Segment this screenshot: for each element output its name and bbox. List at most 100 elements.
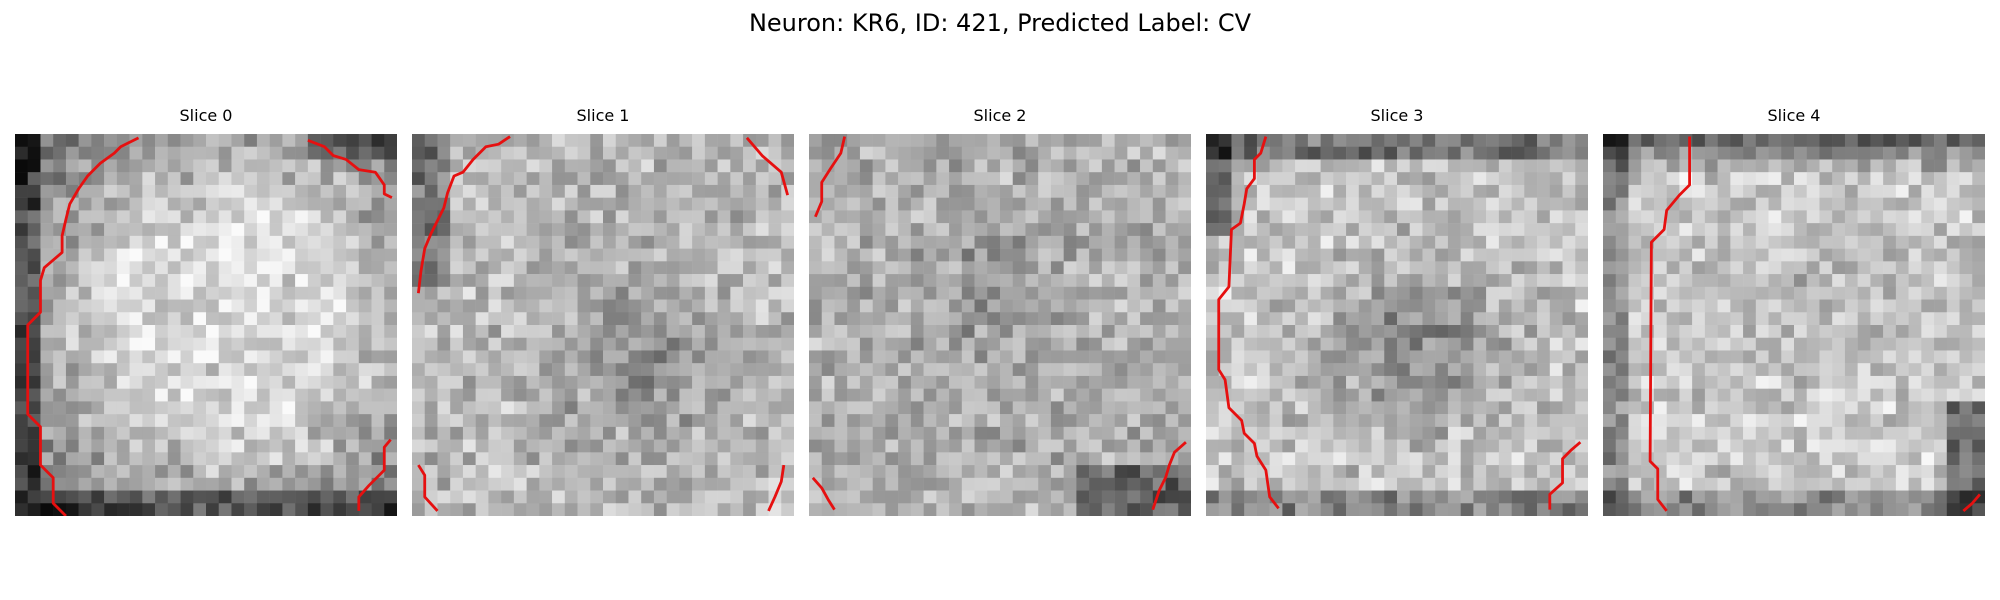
pixel <box>1307 210 1321 224</box>
pixel <box>666 197 680 211</box>
pixel <box>180 146 194 160</box>
pixel <box>949 248 963 262</box>
pixel <box>1857 388 1871 402</box>
pixel <box>462 426 476 440</box>
pixel <box>564 299 578 313</box>
pixel <box>218 452 232 466</box>
pixel <box>218 401 232 415</box>
pixel <box>1346 261 1360 275</box>
pixel <box>320 337 334 351</box>
pixel <box>193 223 207 237</box>
pixel <box>1730 223 1744 237</box>
pixel <box>437 503 451 516</box>
pixel <box>987 134 1001 147</box>
pixel <box>1921 274 1935 288</box>
pixel <box>885 134 899 147</box>
pixel <box>1422 134 1436 147</box>
pixel <box>653 350 667 364</box>
pixel <box>1000 401 1013 415</box>
pixel <box>65 337 79 351</box>
pixel <box>1152 274 1166 288</box>
pixel <box>961 146 975 160</box>
pixel <box>872 146 886 160</box>
pixel <box>987 465 1001 479</box>
pixel <box>974 401 988 415</box>
pixel <box>256 465 270 479</box>
pixel <box>872 184 886 198</box>
pixel <box>1358 490 1372 504</box>
pixel <box>885 197 899 211</box>
pixel <box>1511 159 1525 173</box>
pixel <box>936 286 950 300</box>
pixel <box>155 134 169 147</box>
pixel <box>1358 146 1372 160</box>
pixel <box>666 184 680 198</box>
pixel <box>116 503 130 516</box>
pixel <box>1435 312 1449 326</box>
pixel <box>1384 248 1398 262</box>
pixel <box>78 248 92 262</box>
pixel <box>1307 172 1321 186</box>
pixel <box>1295 401 1309 415</box>
pixel <box>1152 388 1166 402</box>
pixel <box>552 261 566 275</box>
pixel <box>1666 477 1680 491</box>
pixel <box>821 350 835 364</box>
pixel <box>974 503 988 516</box>
pixel <box>552 159 566 173</box>
pixel <box>552 414 566 428</box>
pixel <box>898 159 912 173</box>
pixel <box>78 146 92 160</box>
pixel <box>781 337 794 351</box>
pixel <box>1000 426 1013 440</box>
pixel <box>1114 452 1128 466</box>
pixel <box>1409 134 1423 147</box>
pixel <box>1076 312 1090 326</box>
pixel <box>1934 312 1948 326</box>
pixel <box>1346 490 1360 504</box>
pixel <box>53 325 67 338</box>
pixel <box>704 401 718 415</box>
pixel <box>65 134 79 147</box>
pixel <box>1127 503 1141 516</box>
pixel <box>603 350 616 364</box>
pixel <box>1666 337 1680 351</box>
pixel <box>1921 375 1935 389</box>
pixel <box>1908 465 1922 479</box>
pixel <box>142 134 156 147</box>
pixel <box>615 172 629 186</box>
pixel <box>1089 337 1103 351</box>
pixel <box>628 363 642 377</box>
pixel <box>129 503 143 516</box>
pixel <box>1844 452 1858 466</box>
pixel <box>923 414 937 428</box>
pixel <box>1921 134 1935 147</box>
pixel <box>1959 337 1973 351</box>
pixel <box>1218 325 1232 338</box>
pixel <box>1012 490 1026 504</box>
pixel <box>1615 197 1629 211</box>
pixel <box>180 465 194 479</box>
pixel <box>1409 172 1423 186</box>
pixel <box>1371 299 1385 313</box>
pixel <box>346 312 360 326</box>
pixel <box>437 414 451 428</box>
pixel <box>450 286 464 300</box>
pixel <box>1755 401 1769 415</box>
pixel <box>1050 261 1064 275</box>
contour-line <box>1151 441 1187 511</box>
pixel <box>1908 401 1922 415</box>
pixel <box>1295 286 1309 300</box>
pixel <box>1076 146 1090 160</box>
pixel <box>1447 490 1461 504</box>
pixel <box>1460 477 1474 491</box>
pixel <box>859 159 873 173</box>
pixel <box>1549 363 1563 377</box>
pixel <box>809 210 822 224</box>
pixel <box>1000 248 1013 262</box>
pixel <box>1140 490 1154 504</box>
pixel <box>1768 235 1782 249</box>
pixel <box>244 452 258 466</box>
pixel <box>1486 184 1500 198</box>
pixel <box>1473 146 1487 160</box>
